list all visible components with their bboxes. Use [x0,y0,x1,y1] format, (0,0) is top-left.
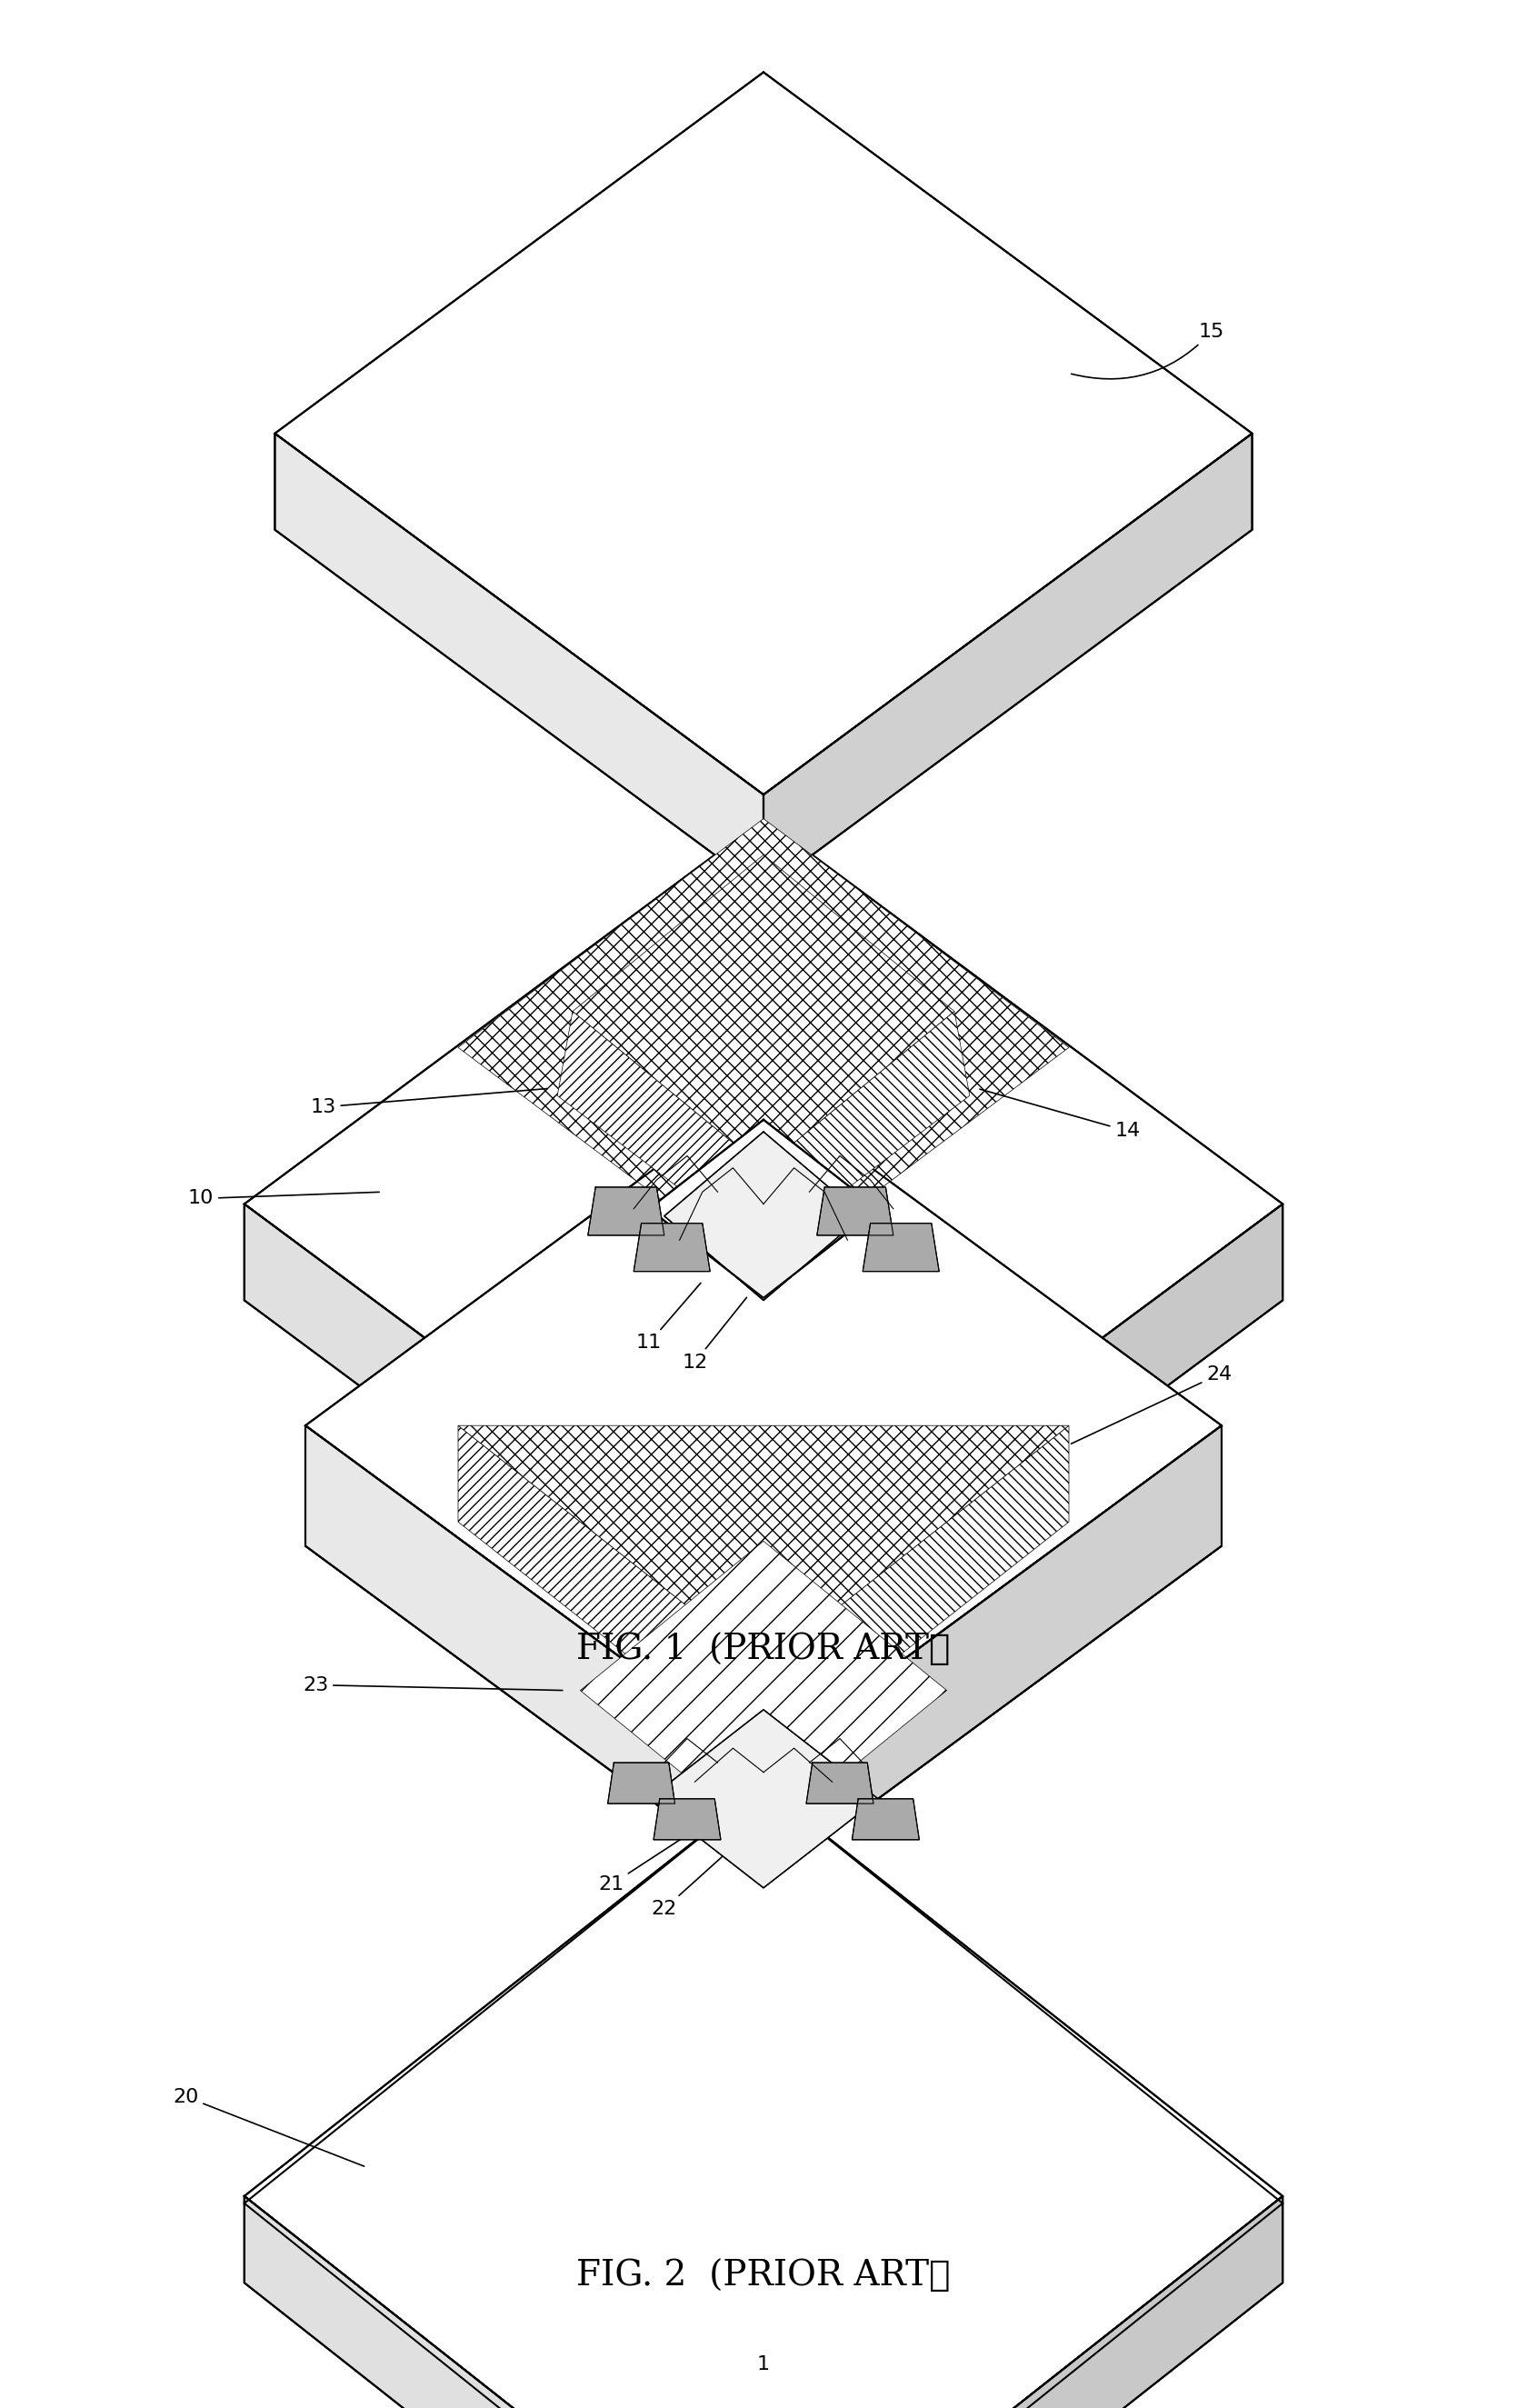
Text: 22: 22 [652,1849,731,1919]
Polygon shape [634,1223,710,1271]
Polygon shape [458,1426,764,1763]
Polygon shape [305,1088,1222,1763]
Text: 1: 1 [757,2355,770,2374]
Polygon shape [649,1710,878,1888]
Polygon shape [764,1204,1283,1686]
Polygon shape [764,2196,1283,2408]
Polygon shape [764,1011,970,1252]
Polygon shape [244,819,1283,1589]
Polygon shape [458,1426,1069,1666]
Polygon shape [817,1187,893,1235]
Text: 10: 10 [188,1190,379,1209]
Polygon shape [275,433,764,891]
Polygon shape [244,1787,1283,2408]
Text: 11: 11 [637,1283,701,1353]
Text: 23: 23 [302,1676,562,1695]
Polygon shape [649,1120,878,1298]
Polygon shape [764,433,1252,891]
Polygon shape [863,1223,939,1271]
Polygon shape [244,1204,764,1686]
Text: 13: 13 [310,1088,547,1117]
Polygon shape [588,1187,664,1235]
Polygon shape [244,2196,764,2408]
Polygon shape [305,1426,764,1883]
Polygon shape [654,1799,721,1840]
Text: 14: 14 [980,1088,1141,1141]
Polygon shape [573,855,954,1168]
Polygon shape [806,1763,873,1804]
Polygon shape [244,1787,1283,2408]
Polygon shape [764,1426,1222,1883]
Text: FIG. 1  (PRIOR ART）: FIG. 1 (PRIOR ART） [577,1633,950,1666]
Polygon shape [557,1011,764,1252]
Text: 21: 21 [599,1832,693,1895]
Text: 20: 20 [173,2088,363,2167]
Polygon shape [664,1132,863,1300]
Polygon shape [580,1541,947,1840]
Polygon shape [275,72,1252,795]
Polygon shape [852,1799,919,1840]
Polygon shape [458,819,1069,1276]
Text: FIG. 2  (PRIOR ART）: FIG. 2 (PRIOR ART） [577,2259,950,2292]
Text: 15: 15 [1072,323,1225,378]
Text: 12: 12 [683,1298,747,1373]
Polygon shape [764,1426,1069,1763]
Text: 24: 24 [1070,1365,1232,1445]
Polygon shape [608,1763,675,1804]
